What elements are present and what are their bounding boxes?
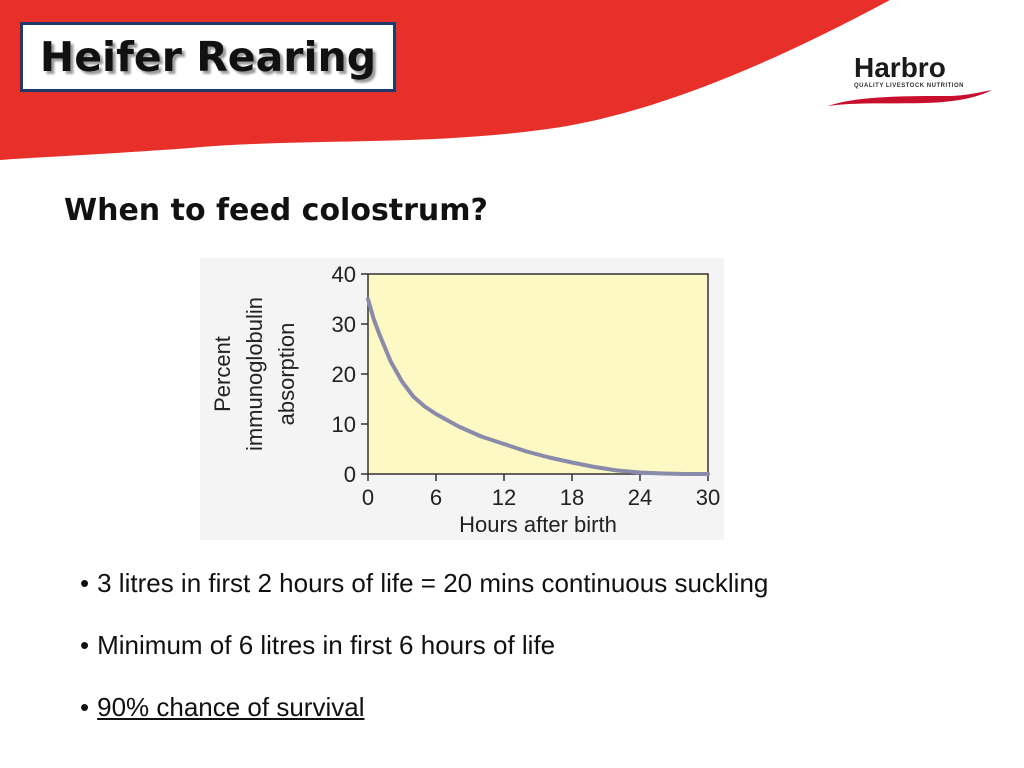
y-tick-label: 10 [332,412,356,437]
x-tick-label: 6 [430,485,442,510]
y-axis-label-line: immunoglobulin [242,297,267,451]
y-tick-label: 20 [332,362,356,387]
logo-name: Harbro [854,52,946,83]
series-line [366,297,710,476]
bullet-item: • Minimum of 6 litres in first 6 hours of… [80,630,555,661]
x-tick-label: 24 [628,485,652,510]
bullet-text: 3 litres in first 2 hours of life = 20 m… [97,568,769,598]
x-tick-label: 30 [696,485,720,510]
y-tick-label: 0 [344,462,356,487]
y-tick-label: 30 [332,312,356,337]
x-tick-label: 12 [492,485,516,510]
y-axis-label-line: Percent [210,336,235,412]
bullet-dot: • [80,630,90,660]
x-tick-label: 18 [560,485,584,510]
harbro-logo: Harbro QUALITY LIVESTOCK NUTRITION [826,44,996,114]
plot-area [367,273,709,475]
bullet-text-survival: 90% chance of survival [97,692,365,722]
logo-swoosh-icon [828,90,992,106]
bullet-dot: • [80,568,90,598]
section-heading: When to feed colostrum? [64,193,488,228]
logo-tagline: QUALITY LIVESTOCK NUTRITION [854,83,964,89]
bullet-dot: • [80,692,90,722]
y-axis-label-line: absorption [274,323,299,426]
bullet-item: • 3 litres in first 2 hours of life = 20 … [80,568,768,599]
y-tick-label: 40 [332,262,356,287]
x-axis-label: Hours after birth [459,512,617,537]
bullet-item: • 90% chance of survival [80,692,364,723]
x-tick-label: 0 [362,485,374,510]
bullet-text: Minimum of 6 litres in first 6 hours of … [97,630,556,660]
absorption-chart: 0 10 20 30 40 0 6 12 18 24 30 Hours after birth Perc… [210,262,720,537]
chart-panel: 0 10 20 30 40 0 6 12 18 24 30 Hours after birth Perc… [200,258,724,540]
page-title: Heifer Rearing [39,33,377,81]
title-box: Heifer Rearing [20,22,396,92]
